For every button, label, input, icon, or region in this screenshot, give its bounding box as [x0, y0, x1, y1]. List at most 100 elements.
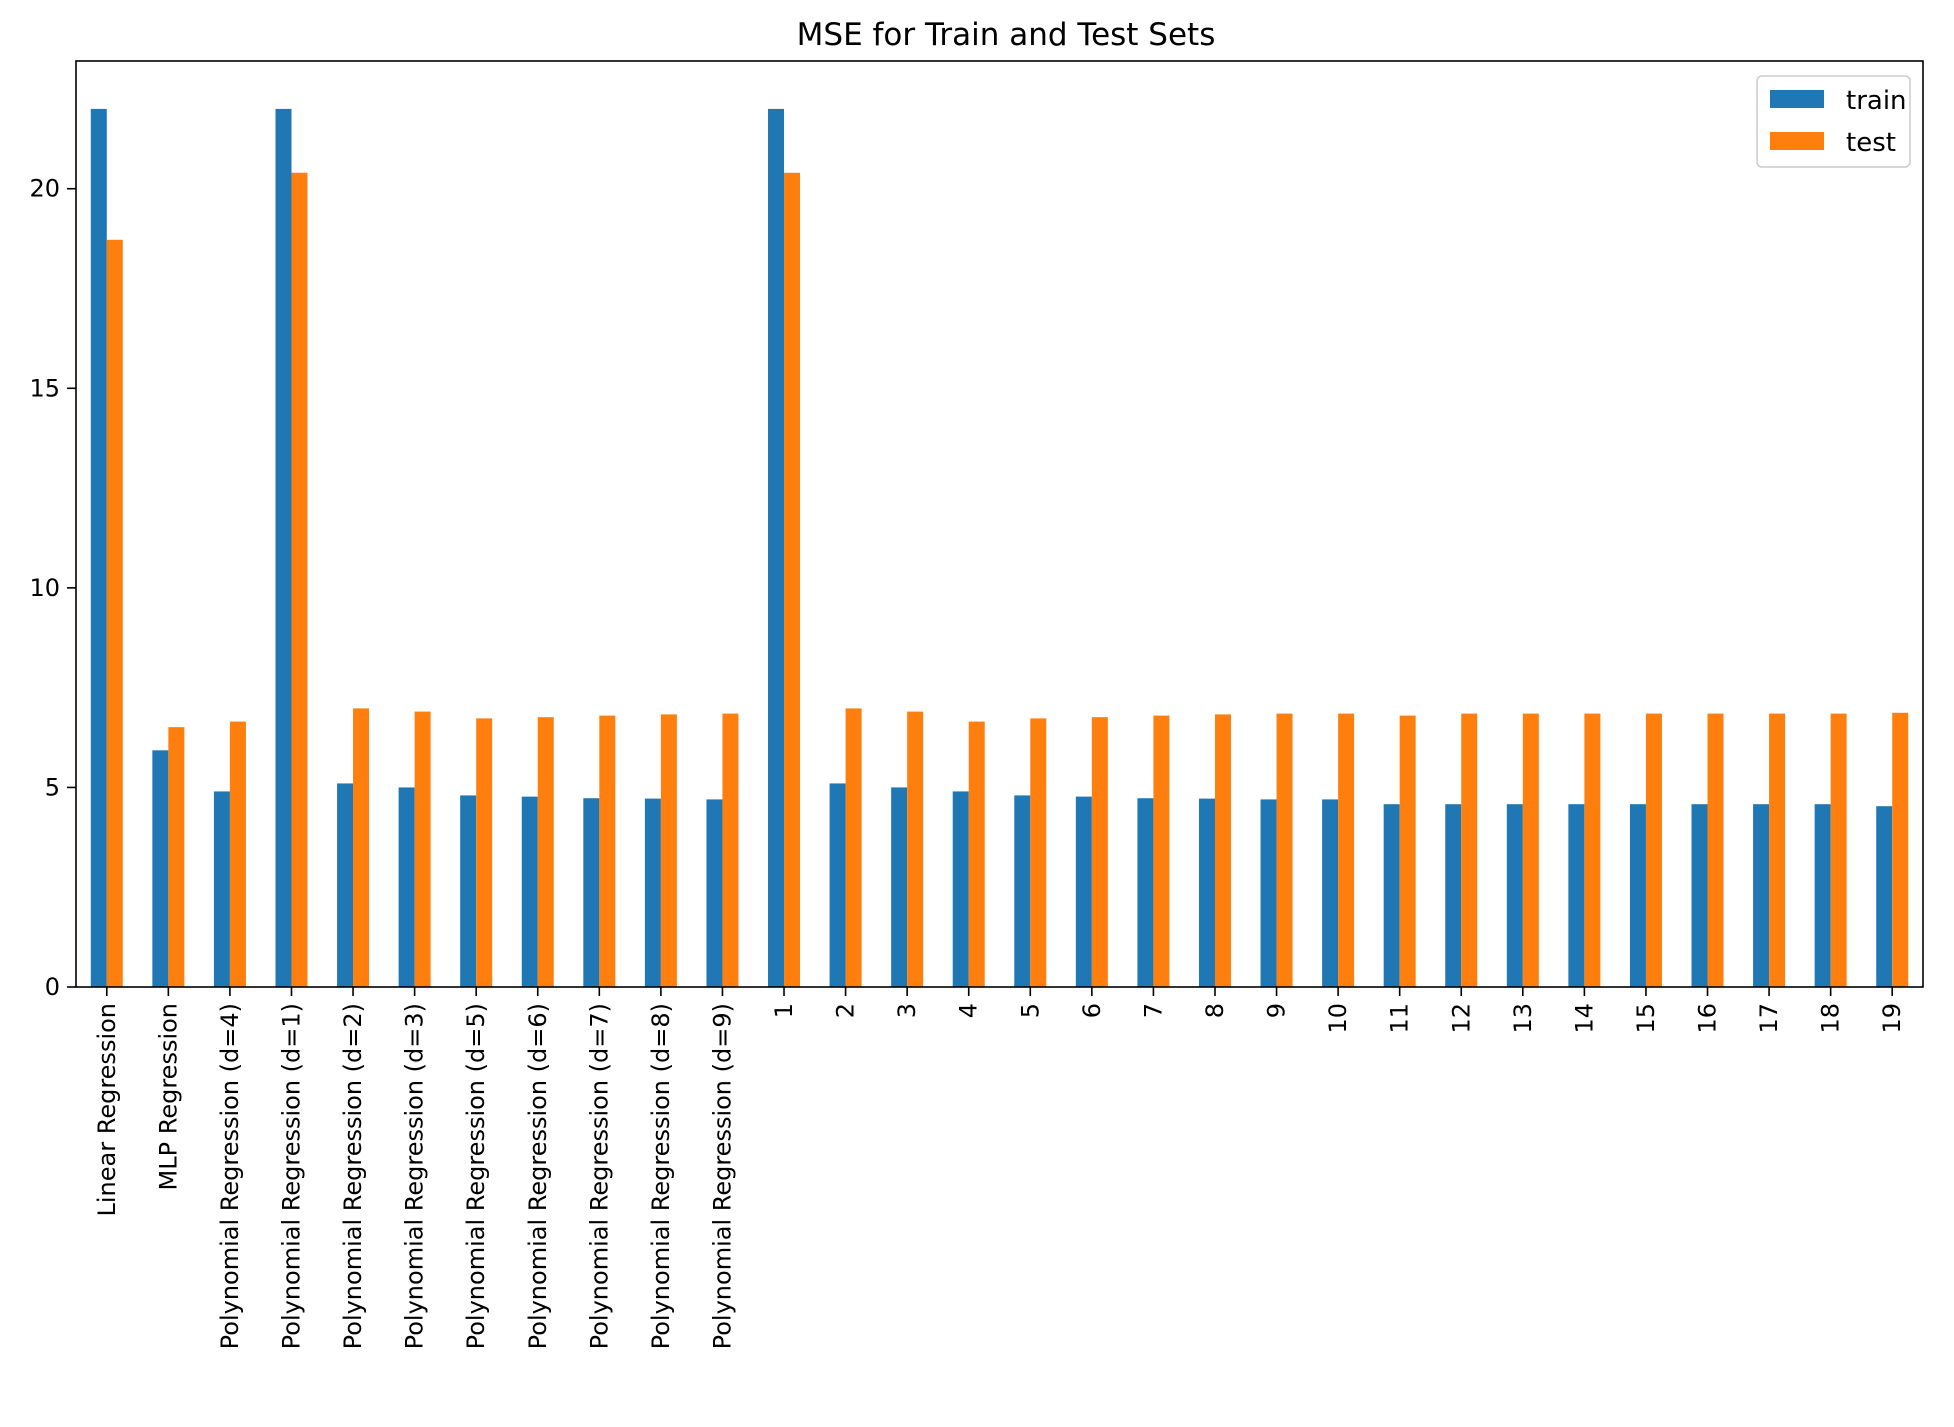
bar-train-22: [1383, 804, 1400, 987]
bar-train-7: [460, 795, 477, 987]
x-tick-label: 3: [893, 1003, 921, 1018]
legend: train test: [1756, 75, 1911, 168]
bar-train-27: [1691, 804, 1708, 987]
x-axis: Linear Regression MLP Regression Polynomia…: [93, 987, 1906, 1349]
bar-train-6: [398, 787, 415, 987]
x-tick-label: 16: [1694, 1003, 1722, 1034]
x-tick-label: 2: [832, 1003, 860, 1018]
bar-train-3: [213, 791, 230, 987]
bar-test-29: [1830, 713, 1847, 987]
x-tick-label: Polynomial Regression (d=6): [524, 1003, 552, 1349]
bars-layer: [90, 108, 1909, 987]
bar-train-14: [891, 787, 908, 987]
y-tick-label: 10: [29, 574, 60, 602]
x-tick-label: Polynomial Regression (d=4): [216, 1003, 244, 1349]
bar-test-3: [229, 721, 246, 987]
x-tick-label: 13: [1509, 1003, 1537, 1034]
bar-test-22: [1399, 715, 1416, 987]
bar-train-2: [152, 750, 169, 987]
bar-train-13: [829, 783, 846, 987]
bar-test-11: [722, 713, 739, 987]
x-tick-label: 10: [1324, 1003, 1352, 1034]
x-tick-label: 19: [1878, 1003, 1906, 1034]
bar-test-19: [1214, 714, 1231, 987]
y-tick-label: 0: [45, 973, 60, 1001]
x-tick-label: 4: [955, 1003, 983, 1018]
bar-train-10: [644, 798, 661, 987]
bar-test-21: [1338, 713, 1355, 987]
x-tick-label: Polynomial Regression (d=7): [585, 1003, 613, 1349]
bar-train-23: [1445, 804, 1462, 987]
y-tick-label: 5: [45, 773, 60, 801]
x-tick-label: Polynomial Regression (d=8): [647, 1003, 675, 1349]
bar-test-30: [1892, 712, 1909, 987]
x-tick-label: Polynomial Regression (d=1): [277, 1003, 305, 1349]
x-tick-label: 11: [1386, 1003, 1414, 1034]
bar-test-10: [660, 714, 677, 987]
y-tick-label: 20: [29, 175, 60, 203]
plot-frame: [75, 60, 1924, 988]
x-tick-label: Polynomial Regression (d=3): [401, 1003, 429, 1349]
bar-train-16: [1014, 795, 1031, 987]
bar-test-2: [168, 727, 185, 987]
x-tick-label: 6: [1078, 1003, 1106, 1018]
x-tick-label: 8: [1201, 1003, 1229, 1018]
y-tick-label: 15: [29, 374, 60, 402]
legend-swatch-train: [1770, 90, 1824, 108]
bar-test-5: [353, 708, 370, 987]
x-tick-label: 14: [1570, 1003, 1598, 1034]
bar-train-17: [1075, 796, 1092, 987]
bar-train-29: [1814, 804, 1831, 987]
bar-train-18: [1137, 798, 1154, 987]
bar-train-21: [1322, 799, 1339, 987]
bar-test-28: [1769, 713, 1786, 987]
bar-train-1: [90, 108, 107, 987]
bar-test-13: [845, 708, 862, 987]
bar-train-25: [1568, 804, 1585, 987]
bar-test-17: [1091, 717, 1108, 987]
bar-test-27: [1707, 713, 1724, 987]
bar-train-5: [337, 783, 354, 987]
x-tick-label: Polynomial Regression (d=5): [462, 1003, 490, 1349]
bar-train-26: [1629, 804, 1646, 987]
bar-test-7: [476, 718, 493, 987]
bar-test-25: [1584, 713, 1601, 987]
bar-test-24: [1522, 713, 1539, 987]
bar-train-8: [521, 796, 538, 987]
legend-label-train: train: [1846, 86, 1907, 116]
bar-test-14: [907, 711, 924, 987]
bar-test-1: [106, 239, 123, 987]
bar-test-23: [1461, 713, 1478, 987]
bar-train-12: [768, 108, 785, 987]
bar-test-12: [784, 172, 801, 987]
legend-swatch-test: [1770, 132, 1824, 150]
bar-train-24: [1506, 804, 1523, 987]
x-tick-label: 15: [1632, 1003, 1660, 1034]
x-tick-label: 5: [1016, 1003, 1044, 1018]
bar-test-9: [599, 715, 616, 987]
bar-train-30: [1876, 806, 1893, 987]
chart-title: MSE for Train and Test Sets: [797, 17, 1216, 53]
bar-train-9: [583, 798, 600, 987]
bar-train-20: [1260, 799, 1277, 987]
bar-test-20: [1276, 713, 1293, 987]
bar-train-15: [952, 791, 969, 987]
legend-label-test: test: [1846, 128, 1896, 158]
bar-test-4: [291, 172, 308, 987]
x-tick-label: 7: [1139, 1003, 1167, 1018]
x-tick-label: MLP Regression: [154, 1003, 182, 1190]
x-tick-label: 9: [1263, 1003, 1291, 1018]
x-tick-label: Polynomial Regression (d=9): [708, 1003, 736, 1349]
x-tick-label: 1: [770, 1003, 798, 1018]
bar-train-11: [706, 799, 723, 987]
x-tick-label: Polynomial Regression (d=2): [339, 1003, 367, 1349]
bar-train-19: [1198, 798, 1215, 987]
bar-test-8: [537, 717, 554, 987]
bar-test-15: [968, 721, 985, 987]
x-tick-label: 18: [1817, 1003, 1845, 1034]
bar-test-26: [1645, 713, 1662, 987]
x-tick-label: 17: [1755, 1003, 1783, 1034]
y-axis: 0 5 10 15 20: [29, 175, 76, 1001]
bar-train-28: [1753, 804, 1770, 987]
